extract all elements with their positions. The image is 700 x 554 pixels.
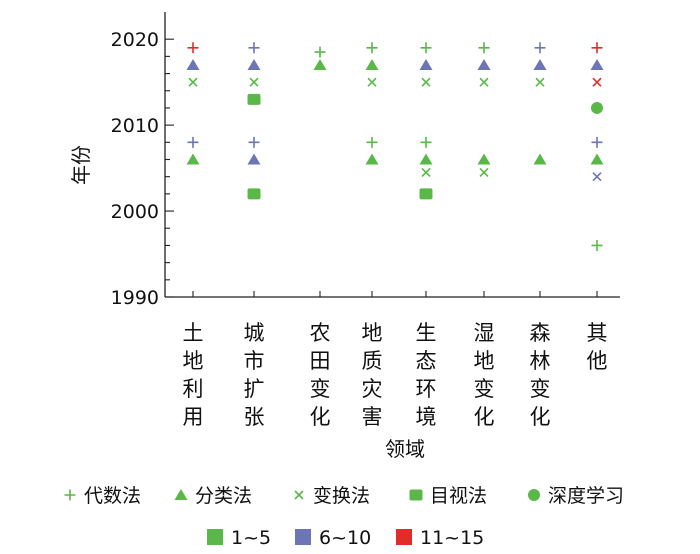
- data-point: [187, 42, 199, 54]
- legend-swatch: [396, 529, 412, 545]
- data-point: [535, 77, 545, 87]
- data-point: [313, 58, 327, 70]
- data-point: [248, 42, 260, 54]
- data-point: [419, 58, 433, 70]
- data-point: [365, 153, 379, 165]
- legend-marker: [294, 490, 304, 500]
- data-point: [247, 153, 261, 165]
- data-point: [590, 58, 604, 70]
- data-point: [590, 153, 604, 165]
- data-point: [367, 77, 377, 87]
- data-point: [533, 58, 547, 70]
- data-point: [186, 58, 200, 70]
- data-point: [421, 77, 431, 87]
- y-tick-label: 2000: [111, 201, 159, 223]
- data-point: [248, 136, 260, 148]
- data-point: [366, 42, 378, 54]
- data-point: [479, 77, 489, 87]
- data-point: [534, 42, 546, 54]
- legend-swatch: [207, 529, 223, 545]
- x-tick-label: 湿地变化: [474, 321, 495, 429]
- legend: 代数法 分类法 变换法 目视法 深度学习 1~5 6~10 11~15: [64, 485, 624, 549]
- x-tick-label: 土地利用: [183, 321, 204, 429]
- data-point: [591, 42, 603, 54]
- legend-label: 1~5: [231, 527, 271, 549]
- legend-label: 代数法: [84, 485, 141, 507]
- legend-item: 1~5: [207, 527, 271, 549]
- data-point: [187, 136, 199, 148]
- legend-item: 深度学习: [528, 485, 624, 507]
- legend-label: 分类法: [195, 485, 252, 507]
- legend-item: 目视法: [409, 485, 487, 507]
- legend-marker: [174, 489, 188, 500]
- x-tick-label: 生态环境: [416, 321, 437, 429]
- x-tick-label: 森林变化: [530, 321, 551, 429]
- data-point: [477, 58, 491, 70]
- data-point: [421, 167, 431, 177]
- data-point: [247, 93, 261, 105]
- data-point: [419, 188, 433, 200]
- data-point: [247, 58, 261, 70]
- legend-marker: [64, 489, 76, 501]
- x-tick-label: 城市扩张: [244, 321, 265, 429]
- legend-item: 11~15: [396, 527, 484, 549]
- x-tick-label: 农田变化: [310, 321, 331, 429]
- data-point: [591, 239, 603, 251]
- x-tick-label: 地质灾害: [362, 321, 383, 429]
- data-point: [591, 101, 603, 114]
- x-category-labels: 土地利用 城市扩张 农田变化 地质灾害 生态环境 湿地变化 森林变化 其他: [183, 321, 608, 429]
- y-tick-label: 1990: [111, 287, 159, 309]
- y-tick-label: 2020: [111, 29, 159, 51]
- data-point: [249, 77, 259, 87]
- axes: 1990 2000 2010 2020: [111, 12, 620, 309]
- data-point: [420, 136, 432, 148]
- legend-marker: [409, 489, 423, 501]
- data-point: [479, 167, 489, 177]
- data-point: [314, 46, 326, 58]
- data-point: [592, 77, 602, 87]
- data-point: [365, 58, 379, 70]
- data-points: [186, 42, 604, 251]
- legend-item: 6~10: [295, 527, 371, 549]
- x-tick-label: 其他: [587, 321, 608, 373]
- legend-label: 目视法: [430, 485, 487, 507]
- data-point: [419, 153, 433, 165]
- data-point: [478, 42, 490, 54]
- data-point: [186, 153, 200, 165]
- data-point: [591, 136, 603, 148]
- legend-item: 代数法: [64, 485, 141, 507]
- legend-item: 变换法: [294, 485, 370, 507]
- legend-label: 深度学习: [548, 485, 624, 507]
- data-point: [592, 172, 602, 182]
- x-axis-label: 领域: [385, 437, 425, 461]
- data-point: [420, 42, 432, 54]
- data-point: [477, 153, 491, 165]
- data-point: [533, 153, 547, 165]
- legend-label: 变换法: [313, 485, 370, 507]
- data-point: [247, 188, 261, 200]
- legend-label: 11~15: [420, 527, 484, 549]
- legend-swatch: [295, 529, 311, 545]
- data-point: [188, 77, 198, 87]
- legend-marker: [528, 489, 540, 501]
- data-point: [366, 136, 378, 148]
- y-axis-label: 年份: [69, 145, 93, 185]
- legend-item: 分类法: [174, 485, 252, 507]
- legend-label: 6~10: [319, 527, 371, 549]
- y-tick-label: 2010: [111, 115, 159, 137]
